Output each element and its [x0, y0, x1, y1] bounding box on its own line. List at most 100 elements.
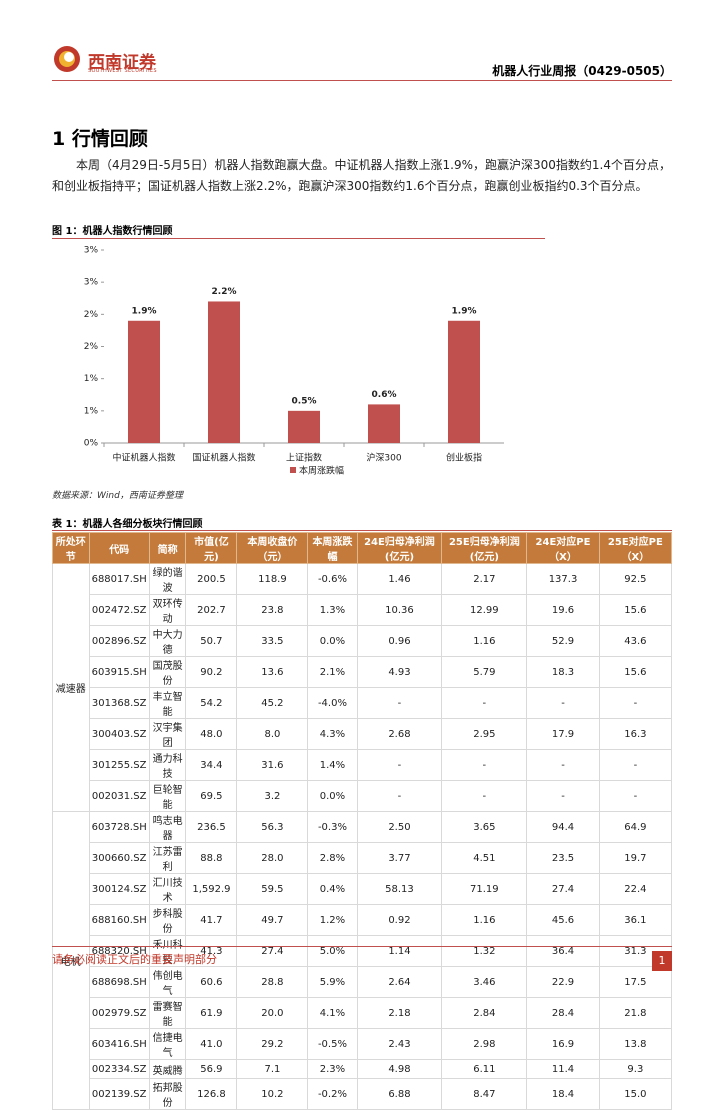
- table-cell: 202.7: [185, 594, 238, 626]
- table-row: 300403.SZ 汉宇集团 48.0 8.0 4.3% 2.68 2.95 17.9 16.3: [53, 718, 673, 750]
- header-cell: 25E归母净利润(亿元): [441, 532, 528, 564]
- table-cell: 4.93: [356, 656, 443, 688]
- table-row: 603416.SH 信捷电气 41.0 29.2 -0.5% 2.43 2.98 16.9 13…: [53, 1028, 673, 1060]
- table-cell: 300124.SZ: [88, 873, 150, 905]
- bar: [128, 320, 160, 443]
- table-cell: 11.4: [526, 1059, 600, 1079]
- table-cell: 英威腾: [148, 1059, 187, 1079]
- table-row: 300124.SZ 汇川技术 1,592.9 59.5 0.4% 58.13 71.19 27…: [53, 873, 673, 905]
- table-cell: 15.6: [598, 594, 673, 626]
- table-cell: 10.2: [236, 1078, 309, 1110]
- table-cell: 2.43: [356, 1028, 443, 1060]
- table-cell: 48.0: [185, 718, 238, 750]
- table-cell: 29.2: [236, 1028, 309, 1060]
- table-cell: 1.16: [441, 904, 528, 936]
- value-label: 0.5%: [292, 396, 317, 406]
- legend-swatch: [290, 467, 296, 473]
- table-cell: 0.92: [356, 904, 443, 936]
- table-cell: -0.2%: [307, 1078, 358, 1110]
- table-cell: 1,592.9: [185, 873, 238, 905]
- source-note: 数据来源：Wind，西南证券整理: [52, 491, 183, 501]
- table-cell: 禾川科技: [148, 935, 187, 967]
- table-cell: 13.6: [236, 656, 309, 688]
- figure-caption: 图 1：机器人指数行情回顾: [52, 226, 173, 237]
- table-cell: 18.4: [526, 1078, 600, 1110]
- value-label: 2.2%: [212, 287, 237, 297]
- table-cell: 688160.SH: [88, 904, 150, 936]
- table-cell: 4.3%: [307, 718, 358, 750]
- table-cell: 12.99: [441, 594, 528, 626]
- table-cell: 002334.SZ: [88, 1059, 150, 1079]
- x-tick-label: 上证指数: [286, 452, 322, 464]
- table-cell: -: [356, 687, 443, 719]
- table-cell: -: [598, 749, 673, 781]
- legend-label: 本周涨跌幅: [299, 465, 344, 477]
- table-cell: -: [356, 749, 443, 781]
- table-cell: 汇川技术: [148, 873, 187, 905]
- table-cell: 汉宇集团: [148, 718, 187, 750]
- table-cell: 27.4: [526, 873, 600, 905]
- table-cell: 88.8: [185, 842, 238, 874]
- table-cell: 137.3: [526, 563, 600, 595]
- table-cell: 23.5: [526, 842, 600, 874]
- table-cell: 50.7: [185, 625, 238, 657]
- group-cell: 减速器: [52, 563, 90, 812]
- table-cell: 5.9%: [307, 966, 358, 998]
- table-cell: 19.6: [526, 594, 600, 626]
- table-cell: -4.0%: [307, 687, 358, 719]
- header-cell: 所处环节: [52, 532, 90, 564]
- chart: 0% 1% 1% 2% 2% 3% 3% 中证机器人指数 国证机器人指数 上证指数 沪深300 创业板…: [84, 246, 504, 477]
- table-cell: 54.2: [185, 687, 238, 719]
- table-cell: 71.19: [441, 873, 528, 905]
- x-tick-label: 创业板指: [446, 452, 482, 464]
- header-cell: 简称: [148, 532, 187, 564]
- table-cell: 双环传动: [148, 594, 187, 626]
- table-cell: 13.8: [598, 1028, 673, 1060]
- table-cell: 002139.SZ: [88, 1078, 150, 1110]
- header-cell: 本周涨跌幅: [307, 532, 358, 564]
- table-cell: -: [441, 780, 528, 812]
- table-cell: 2.98: [441, 1028, 528, 1060]
- table-cell: 15.6: [598, 656, 673, 688]
- table-cell: 6.88: [356, 1078, 443, 1110]
- table-caption: 表 1：机器人各细分板块行情回顾: [52, 519, 203, 530]
- table-row: 300660.SZ 江苏雷利 88.8 28.0 2.8% 3.77 4.51 23.5 19.…: [53, 842, 673, 874]
- table-cell: 6.11: [441, 1059, 528, 1079]
- table-cell: -: [598, 687, 673, 719]
- table-cell: 28.0: [236, 842, 309, 874]
- x-tick-label: 中证机器人指数: [112, 452, 175, 464]
- table-row: 002334.SZ 英威腾 56.9 7.1 2.3% 4.98 6.11 11.4 9.3: [53, 1059, 673, 1079]
- table-cell: -: [441, 687, 528, 719]
- table-cell: 300660.SZ: [88, 842, 150, 874]
- table-cell: 301255.SZ: [88, 749, 150, 781]
- logo-en: SOUTHWEST SECURITIES: [88, 68, 157, 74]
- table-cell: 10.36: [356, 594, 443, 626]
- header-cell: 24E归母净利润(亿元): [356, 532, 443, 564]
- table-cell: 60.6: [185, 966, 238, 998]
- table-cell: 0.0%: [307, 625, 358, 657]
- table-row: 002031.SZ 巨轮智能 69.5 3.2 0.0% - - - -: [53, 780, 673, 812]
- page: {"header":{"logo":"西南证券","logo_en":"SOUT…: [52, 46, 673, 1110]
- table-row: 301368.SZ 丰立智能 54.2 45.2 -4.0% - - - -: [53, 687, 673, 719]
- table-cell: 688320.SH: [88, 935, 150, 967]
- caption-rule: [52, 530, 672, 531]
- table-cell: 中大力德: [148, 625, 187, 657]
- table-cell: 41.3: [185, 935, 238, 967]
- x-tick-label: 国证机器人指数: [192, 452, 255, 464]
- table-cell: 4.98: [356, 1059, 443, 1079]
- table-cell: 0.96: [356, 625, 443, 657]
- table-cell: 3.65: [441, 811, 528, 843]
- value-label: 0.6%: [372, 390, 397, 400]
- table-cell: 4.51: [441, 842, 528, 874]
- table-cell: 1.3%: [307, 594, 358, 626]
- table-cell: 22.4: [598, 873, 673, 905]
- table-cell: 通力科技: [148, 749, 187, 781]
- header-rule: [52, 80, 672, 81]
- y-tick-label: 2%: [84, 310, 99, 320]
- logo-text: 西南证券: [88, 53, 156, 73]
- table-cell: 56.9: [185, 1059, 238, 1079]
- table-row: 688160.SH 步科股份 41.7 49.7 1.2% 0.92 1.16 45.6 36.…: [53, 904, 673, 936]
- table-cell: 8.0: [236, 718, 309, 750]
- table-cell: 3.77: [356, 842, 443, 874]
- table-cell: 2.17: [441, 563, 528, 595]
